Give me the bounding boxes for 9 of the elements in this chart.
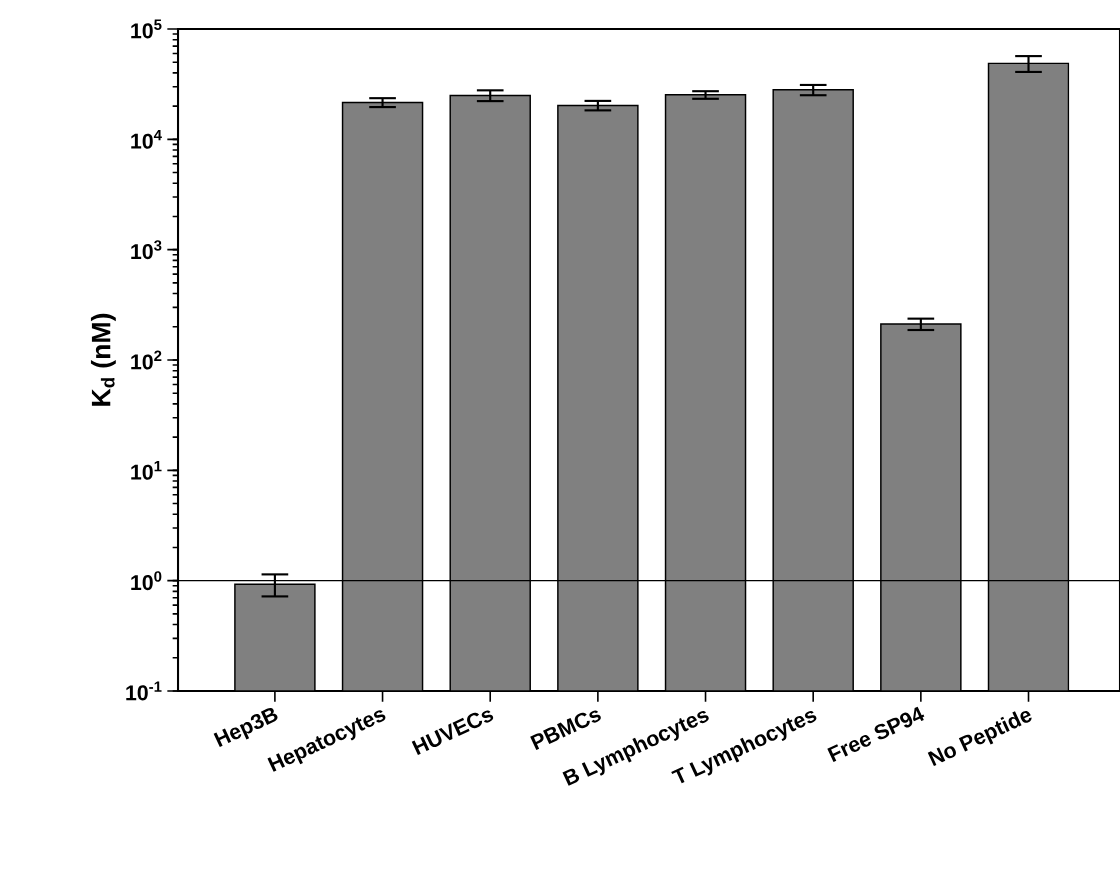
y-tick-label: 10$^{0}$ [131, 571, 162, 591]
y-tick-label: 10$^{2}$ [131, 350, 162, 370]
y-tick-label: 10$^{1}$ [131, 460, 162, 480]
y-tick-label: 10$^{-1}$ [126, 681, 162, 701]
y-tick-label: 10$^{4}$ [131, 129, 162, 149]
y-tick-label: 10$^{3}$ [131, 240, 162, 260]
x-tick-label: Free SP94 [827, 706, 925, 763]
y-tick-label: 10$^{5}$ [131, 19, 162, 39]
y-axis-title: K$_{d}$ (nM) [90, 313, 116, 406]
